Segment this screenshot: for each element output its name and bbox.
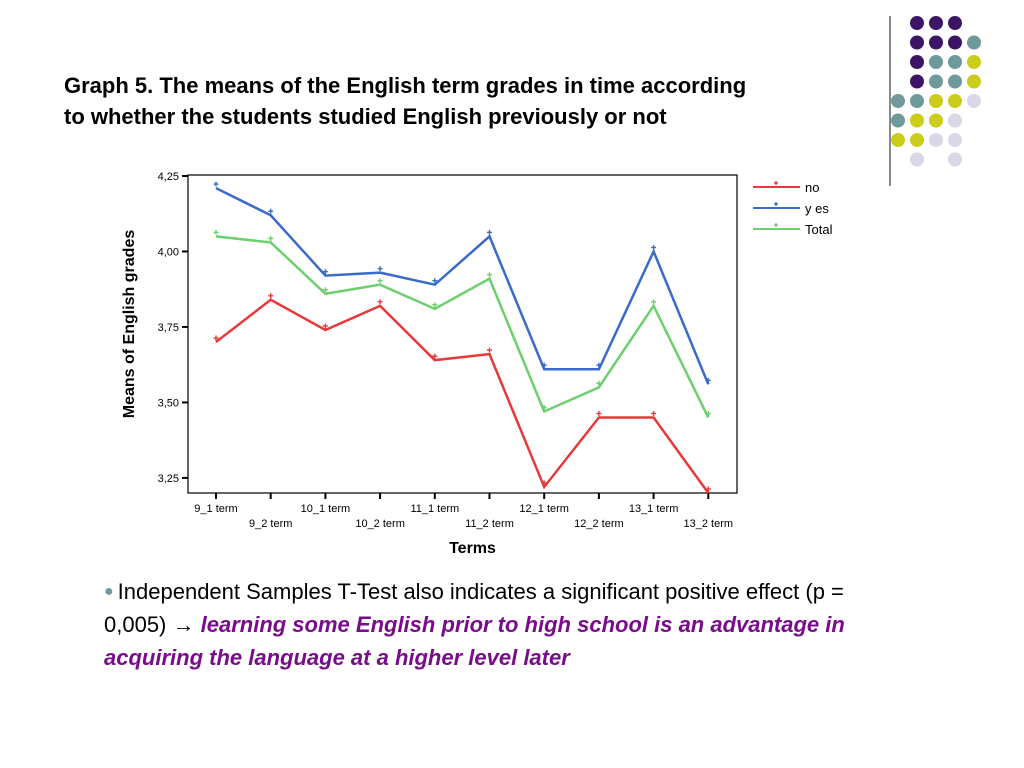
series-line [215, 186, 710, 385]
y-tick-label: 4,00 [158, 246, 179, 258]
data-point [541, 404, 547, 410]
data-point [213, 335, 219, 341]
slide-title: Graph 5. The means of the English term g… [64, 70, 864, 132]
decor-dot [929, 94, 943, 108]
x-tick-label: 10_1 term [301, 503, 351, 515]
decorative-dot-grid [891, 16, 981, 167]
data-point [377, 278, 383, 284]
x-tick-label: 10_2 term [355, 518, 405, 530]
legend-label: y es [805, 201, 829, 216]
data-point [541, 480, 547, 486]
data-point [651, 244, 657, 250]
data-point [705, 486, 711, 492]
bullet-prefix: Independent Samples T-Test also indicate… [104, 579, 844, 637]
y-axis-title: Means of English grades [121, 230, 138, 419]
decor-dot [948, 35, 962, 50]
decor-dot [910, 133, 924, 147]
data-point [268, 235, 274, 241]
bullet-dot-icon: ● [104, 583, 114, 600]
data-point [377, 299, 383, 305]
data-point [487, 347, 492, 353]
decor-dot [910, 94, 924, 108]
decor-dot [929, 35, 943, 50]
data-point [596, 411, 602, 417]
title-line-2: to whether the students studied English … [64, 104, 667, 129]
decor-dot [929, 16, 943, 30]
x-tick-label: 12_2 term [574, 518, 624, 530]
decor-dot [967, 94, 981, 108]
data-point [322, 269, 328, 275]
decor-dot [910, 74, 924, 89]
decor-dot [891, 133, 905, 147]
legend-label: Total [805, 222, 833, 237]
decor-dot [929, 55, 943, 69]
decor-dot [948, 113, 962, 128]
data-point [377, 266, 383, 272]
data-point [322, 323, 328, 329]
y-tick-label: 3,25 [158, 473, 179, 485]
data-point [705, 411, 711, 417]
series-line [215, 235, 710, 419]
data-point [432, 302, 438, 308]
decor-dot [967, 74, 981, 89]
decor-dot [948, 94, 962, 108]
x-tick-label: 9_2 term [249, 518, 292, 530]
data-point [268, 208, 274, 214]
decor-dot [910, 152, 924, 167]
data-point [705, 377, 711, 383]
decor-dot [948, 16, 962, 30]
decor-dot [891, 113, 905, 128]
data-point [487, 272, 492, 278]
decor-dot [891, 94, 905, 108]
decor-dot [948, 133, 962, 147]
data-point [432, 353, 438, 359]
decor-dot [948, 55, 962, 69]
data-point [322, 287, 328, 293]
x-tick-label: 11_2 term [465, 518, 514, 530]
decor-dot [929, 133, 943, 147]
decor-dot [929, 74, 943, 89]
data-point [651, 411, 657, 417]
divider-line [889, 16, 891, 186]
x-tick-label: 13_2 term [684, 518, 734, 530]
y-tick-label: 3,50 [158, 397, 179, 409]
series-line [215, 298, 710, 494]
data-point [213, 229, 219, 235]
data-point [596, 380, 602, 386]
decor-dot [910, 55, 924, 69]
x-tick-label: 13_1 term [629, 503, 679, 515]
decor-dot [910, 35, 924, 50]
decor-dot [967, 35, 981, 50]
decor-dot [929, 113, 943, 128]
line-chart: 4,25 4,00 3,75 3,50 3,25 9_1 term 9_2 term 10_1… [121, 171, 833, 557]
decor-dot [967, 55, 981, 69]
y-tick-label: 3,75 [158, 322, 179, 334]
bullet-emphasis: learning some English prior to high scho… [104, 612, 845, 670]
data-point [596, 362, 602, 368]
x-tick-label: 9_1 term [194, 503, 237, 515]
title-line-1: Graph 5. The means of the English term g… [64, 73, 747, 98]
decor-dot [948, 74, 962, 89]
bullet-text: ● Independent Samples T-Test also indicat… [104, 575, 894, 674]
decor-dot [948, 152, 962, 167]
x-tick-label: 11_1 term [410, 503, 459, 515]
decor-dot [910, 16, 924, 30]
data-point [432, 278, 438, 284]
y-tick-label: 4,25 [158, 171, 179, 183]
data-point [541, 362, 547, 368]
data-point [268, 293, 274, 299]
plot-frame [187, 174, 738, 494]
data-point [651, 299, 657, 305]
data-point [487, 229, 492, 235]
decor-dot [910, 113, 924, 128]
x-axis-title: Terms [449, 540, 496, 557]
legend-label: no [805, 180, 819, 195]
x-tick-label: 12_1 term [519, 503, 569, 515]
data-point [213, 181, 219, 187]
